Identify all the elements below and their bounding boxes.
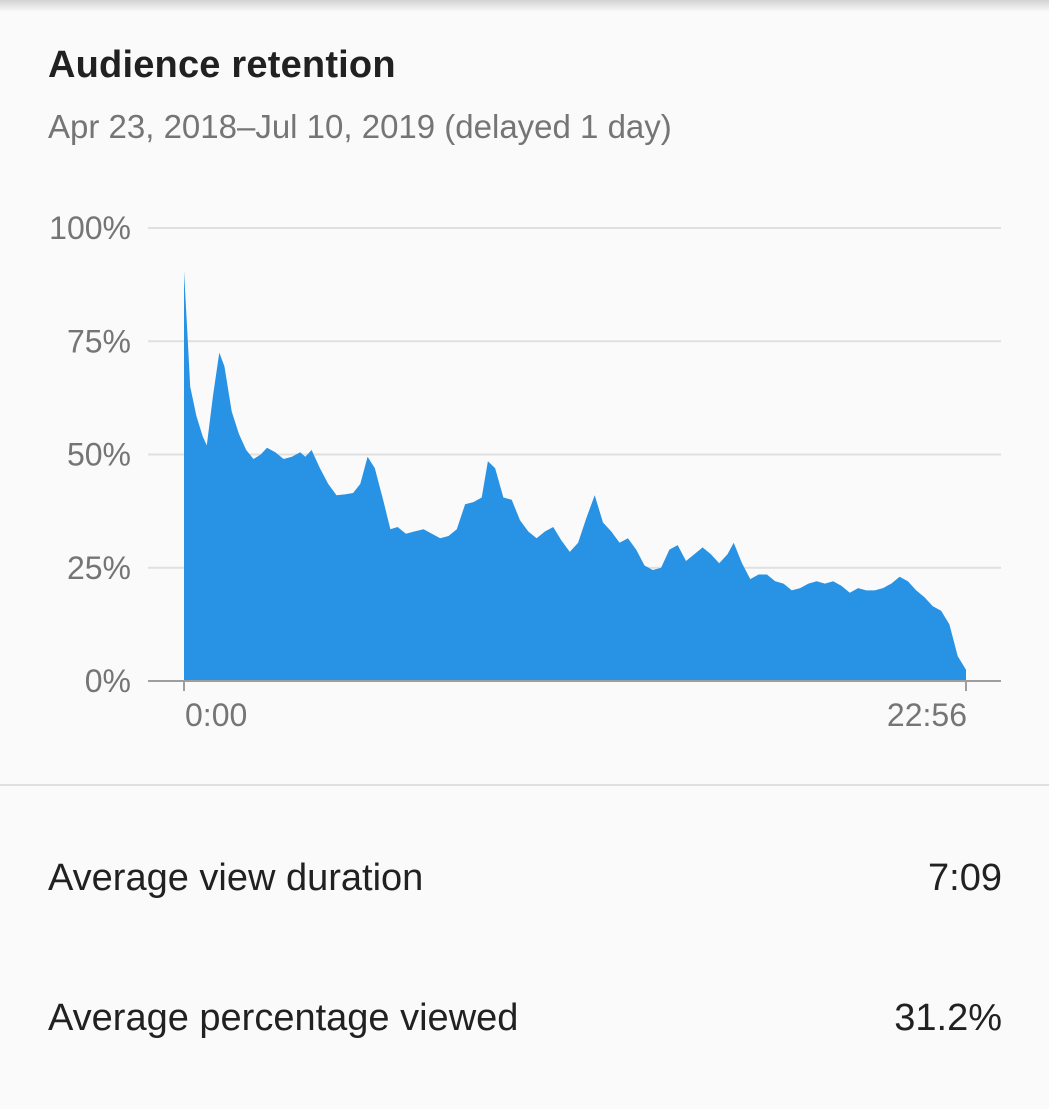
label-layer: 0% 25% 50% 75% 100% 0:00 22:56: [49, 210, 967, 733]
retention-chart: 0% 25% 50% 75% 100% 0:00 22:56: [49, 210, 1001, 733]
y-tick-label: 25%: [67, 550, 131, 586]
metric-value: 31.2%: [894, 996, 1002, 1039]
y-tick-label: 100%: [49, 210, 131, 246]
retention-area-series[interactable]: [184, 271, 966, 681]
metric-label: Average percentage viewed: [48, 996, 519, 1039]
y-tick-label: 75%: [67, 323, 131, 359]
metric-average-view-duration[interactable]: Average view duration 7:09: [48, 848, 1002, 908]
x-tick-label: 22:56: [887, 697, 967, 733]
card-subtitle: Apr 23, 2018–Jul 10, 2019 (delayed 1 day…: [48, 108, 672, 145]
section-divider: [0, 784, 1049, 786]
top-shadow: [0, 0, 1049, 12]
axis-layer: [148, 680, 1001, 691]
x-tick-label: 0:00: [185, 697, 247, 733]
y-tick-label: 0%: [85, 663, 131, 699]
metric-average-percentage-viewed[interactable]: Average percentage viewed 31.2%: [48, 988, 1002, 1048]
y-tick-label: 50%: [67, 437, 131, 473]
card-title: Audience retention: [48, 44, 396, 86]
metric-value: 7:09: [928, 856, 1002, 899]
metric-label: Average view duration: [48, 856, 424, 899]
area-layer: [184, 271, 966, 681]
